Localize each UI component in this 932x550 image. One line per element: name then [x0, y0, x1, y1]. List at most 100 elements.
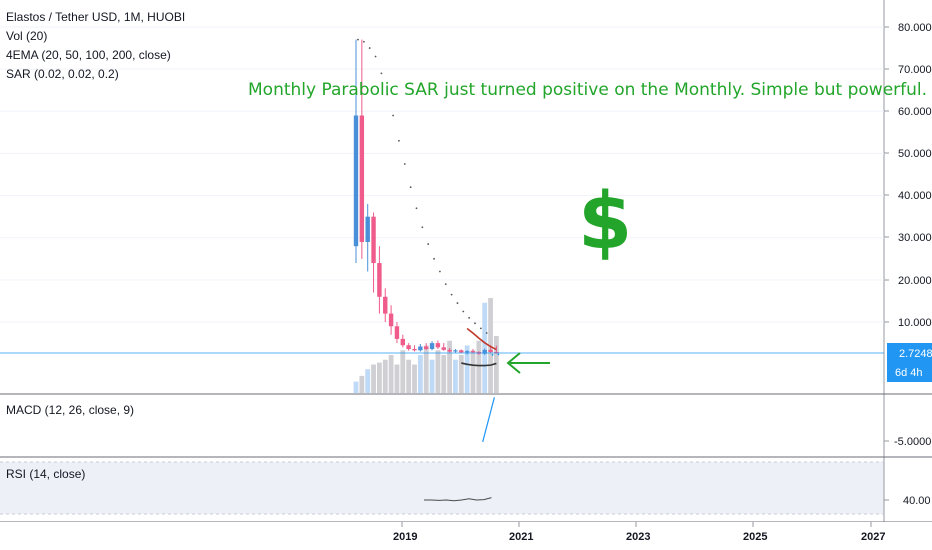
sar-dot: [368, 47, 371, 49]
volume-bar: [429, 359, 435, 393]
sar-dots: [357, 38, 500, 356]
volume-bar: [365, 369, 371, 393]
sar-dot: [427, 243, 430, 245]
candle-body: [412, 349, 417, 351]
volume-bar: [377, 362, 382, 393]
price-grid: [0, 26, 884, 323]
rsi-line: [424, 497, 492, 502]
sar-dot: [409, 186, 412, 189]
ema-line-dark: [461, 362, 497, 367]
candle-body: [488, 349, 493, 352]
sar-dot: [403, 163, 406, 165]
time-tick: 2025: [743, 531, 767, 543]
macd-tick: -5.0000: [894, 436, 931, 448]
macd-label[interactable]: MACD (12, 26, close, 9): [6, 403, 134, 417]
countdown-label: 6d 4h: [895, 367, 923, 379]
volume-bar: [447, 340, 452, 393]
candle-body: [441, 347, 446, 350]
candle-body: [388, 313, 394, 327]
candle-body: [429, 343, 435, 350]
sar-dot: [444, 283, 447, 286]
indicator-vol[interactable]: Vol (20): [6, 29, 47, 43]
price-tick: 70.0000: [898, 64, 932, 76]
time-axis[interactable]: 2019 2021 2023 2025 2027: [393, 522, 885, 543]
annotation-text: Monthly Parabolic SAR just turned positi…: [248, 80, 927, 100]
time-tick: 2027: [861, 531, 885, 543]
volume-bar: [406, 359, 412, 393]
price-axis[interactable]: 80.0000 70.0000 60.0000 50.0000 40.0000 …: [884, 22, 932, 329]
volume-bar: [359, 375, 365, 393]
volume-bar: [423, 345, 429, 393]
candle-body: [418, 346, 423, 351]
volume-bar: [382, 359, 388, 393]
sar-dot: [374, 55, 377, 58]
price-tick: 40.0000: [898, 190, 932, 202]
sar-dot: [497, 353, 500, 356]
sar-dot: [386, 93, 389, 96]
sar-dot: [380, 72, 383, 75]
volume-bar: [412, 364, 417, 393]
candle-body: [365, 216, 370, 242]
sar-dot: [398, 139, 400, 142]
candle-body: [470, 351, 476, 353]
macd-line: [482, 397, 495, 443]
candle-body: [371, 216, 376, 264]
candle-body: [494, 351, 499, 354]
sar-dot: [468, 316, 471, 319]
rsi-series: [424, 497, 492, 502]
rsi-tick: 40.00: [903, 495, 931, 507]
time-tick: 2021: [509, 531, 533, 543]
last-price-badge: 2.7248: [887, 343, 932, 362]
sar-dot: [456, 302, 459, 304]
sar-dot: [474, 322, 476, 325]
sar-dot: [485, 332, 488, 334]
candle-body: [424, 346, 429, 350]
volume-bar: [453, 359, 458, 393]
volume-bar: [417, 355, 423, 393]
candle-body: [464, 351, 470, 353]
price-tick: 10.0000: [898, 317, 932, 329]
candle-body: [383, 296, 388, 314]
volume-bar: [394, 364, 400, 393]
macd-series: [482, 397, 495, 443]
price-tick: 80.0000: [898, 22, 932, 34]
rsi-label[interactable]: RSI (14, close): [6, 467, 85, 481]
time-tick: 2023: [626, 531, 650, 543]
candle-body: [435, 343, 441, 348]
sar-dot: [439, 270, 441, 273]
sar-dot: [421, 226, 424, 229]
dollar-icon: $: [578, 177, 632, 267]
symbol-title[interactable]: Elastos / Tether USD, 1M, HUOBI: [6, 10, 185, 24]
sar-dot: [479, 327, 482, 330]
candle-body: [459, 350, 464, 353]
ema-lines: [461, 327, 497, 367]
candle-body: [400, 338, 405, 346]
indicator-sar[interactable]: SAR (0.02, 0.02, 0.2): [6, 67, 119, 81]
volume-bar: [371, 364, 376, 393]
volume-bar: [353, 381, 359, 393]
price-tick: 30.0000: [898, 232, 932, 244]
sar-dot: [491, 354, 494, 356]
price-tick: 50.0000: [898, 148, 932, 160]
candle-body: [377, 263, 382, 297]
volume-bar: [464, 345, 470, 393]
volume-bar: [470, 350, 476, 393]
indicator-ema[interactable]: 4EMA (20, 50, 100, 200, close): [6, 48, 171, 62]
time-tick: 2019: [393, 531, 417, 543]
price-tick: 60.0000: [898, 106, 932, 118]
arrow-left-icon: [506, 352, 550, 374]
sar-dot: [392, 114, 394, 117]
candle-body: [394, 326, 400, 339]
candle-body: [359, 115, 365, 242]
sar-dot: [450, 293, 453, 296]
candle-body: [447, 349, 452, 352]
candle-body: [482, 349, 487, 354]
sar-dot: [433, 257, 435, 260]
countdown-badge: 6d 4h: [887, 362, 932, 382]
candle-body: [406, 345, 411, 350]
sar-dot: [357, 38, 359, 41]
volume-bar: [482, 302, 488, 393]
sar-dot: [362, 40, 365, 43]
